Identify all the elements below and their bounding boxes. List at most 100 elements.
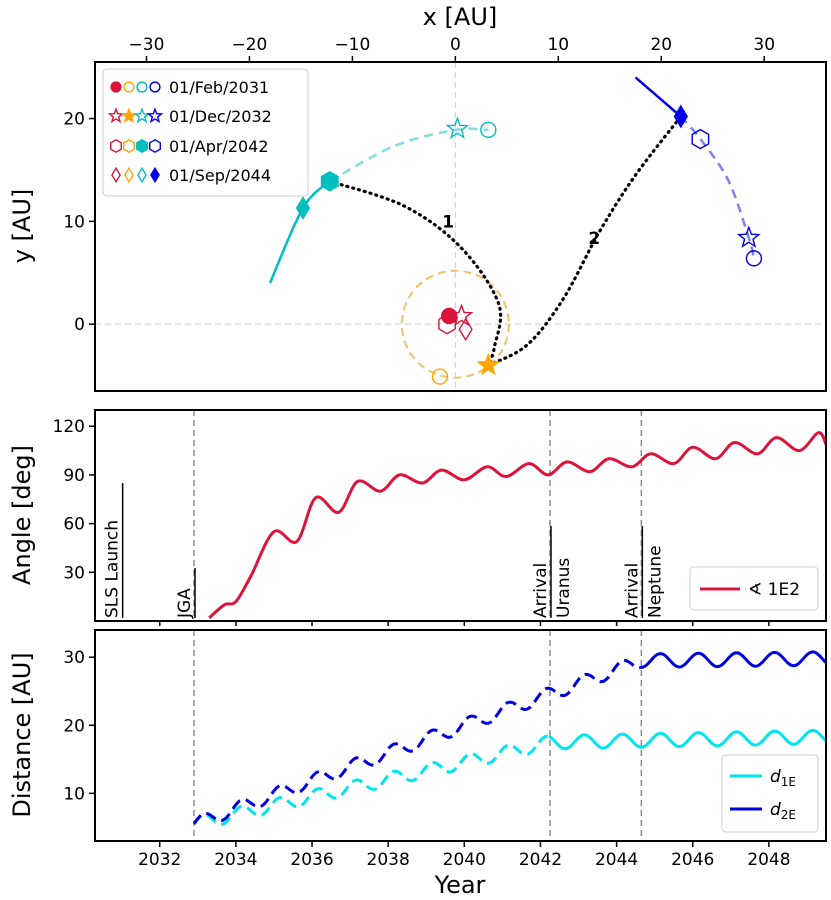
uranus-orbit-solid [268,180,331,284]
jupiter-circle-marker [431,368,449,385]
x-tick-label: −30 [129,35,165,55]
legend-earth-circle [110,81,122,93]
trajectory-panel: 1 2 −30 −20 −10 0 10 20 30 0 10 20 x [AU] y [AU]… [8,3,827,392]
legend-uranus-circle [136,81,148,93]
neptune-star-marker [736,225,761,248]
angle-y-axis-label: Angle [deg] [8,445,36,585]
trajectory-label-2: 2 [588,229,600,249]
distance-legend-label-d2e: d2E [770,800,796,822]
legend-neptune-circle [149,81,161,93]
legend-jupiter-diamond [124,166,134,184]
x-tick-label: 2040 [443,850,486,870]
angle-series [208,431,826,619]
legend-uranus-star [133,107,151,124]
legend-box [102,68,309,197]
y-tick-label: 10 [63,212,85,232]
trajectories [328,114,683,367]
distance-legend-label-d1e: d1E [770,767,796,789]
angle-event-labels: SLS Launch JGA Arrival Uranus Arrival Neptune [103,483,665,619]
legend-label-apr-2042: 01/Apr/2042 [169,137,269,156]
legend-earth-diamond [111,166,121,184]
y-tick-label: 30 [63,563,85,583]
x-tick-label: 2044 [595,850,638,870]
angle-legend-box [689,566,819,611]
uranus-star-marker [445,116,470,139]
d1E-solid [548,728,826,751]
uranus-hexagon-marker [320,170,339,192]
distance-frame [94,629,827,842]
legend-jupiter-star [120,107,138,124]
trajectory-legend: 01/Feb/2031 01/Dec/2032 01/Apr/2042 01/S… [102,68,309,197]
trajectory-x-ticks: −30 −20 −10 0 10 20 30 [129,35,775,62]
body-markers [295,104,763,385]
earth-diamond-marker [458,317,473,342]
trajectory-label-1: 1 [442,213,454,233]
legend-jupiter-circle [123,81,135,93]
y-tick-label: 0 [74,315,85,335]
event-label-line1-2: Arrival [531,563,551,618]
neptune-hexagon-marker [691,128,710,150]
legend-jupiter-hexagon [122,138,136,154]
neptune-circle-marker [745,250,763,267]
uranus-orbit-dashed [329,127,489,183]
y-tick-label: 120 [53,417,85,437]
d2E-solid [639,650,826,670]
x-tick-label: −20 [231,35,267,55]
legend-neptune-diamond [150,166,160,184]
x-tick-label: 2032 [138,850,181,870]
distance-legend: d1E d2E [721,754,819,833]
event-label-line2-2: Uranus [554,558,574,618]
y-tick-label: 60 [63,515,85,535]
legend-earth-star [107,107,125,124]
x-tick-label: 2048 [747,850,790,870]
event-label-1: JGA [175,588,195,619]
legend-label-dec-2032: 01/Dec/2032 [169,107,272,126]
distance-series [192,650,826,826]
legend-earth-hexagon [109,138,123,154]
x-tick-label: 2034 [214,850,257,870]
angle-series-line [208,431,826,619]
distance-y-ticks: 10 20 30 [63,648,95,804]
distance-y-axis-label: Distance [AU] [8,652,36,817]
trajectory-1 [328,179,503,367]
y-tick-label: 20 [63,716,85,736]
legend-uranus-hexagon [135,138,149,154]
x-tick-label: 0 [450,35,461,55]
neptune-orbit-solid [634,76,682,118]
legend-label-feb-2031: 01/Feb/2031 [169,78,269,97]
jupiter-star-marker [476,352,501,376]
angle-legend-label: ∢ 1E2 [748,580,800,600]
x-tick-label: 10 [547,35,569,55]
jupiter-orbit [400,269,510,379]
legend-markers [107,81,164,184]
d1E-dashed [192,734,549,826]
distance-x-ticks: 2032 2034 2036 2038 2040 2042 2044 2046 2048 [138,841,791,870]
legend-uranus-diamond [137,166,147,184]
angle-y-ticks: 30 60 90 120 [53,417,95,583]
d2E-dashed [192,658,641,825]
angle-panel: SLS Launch JGA Arrival Uranus Arrival Neptune… [8,409,827,626]
x-tick-label: 2046 [671,850,714,870]
uranus-circle-marker [480,121,497,139]
legend-label-sep-2044: 01/Sep/2044 [169,166,271,185]
trajectory-frame [94,61,827,392]
neptune-diamond-marker [673,104,688,129]
distance-x-axis-label: Year [434,871,486,899]
trajectory-y-ticks: 0 10 20 [63,110,95,335]
x-tick-label: 2042 [519,850,562,870]
angle-x-ticks [158,621,770,626]
trajectory-2 [486,114,683,367]
y-tick-label: 20 [63,110,85,130]
x-tick-label: 2036 [290,850,333,870]
x-tick-label: 2038 [367,850,410,870]
trajectory-y-axis-label: y [AU] [8,189,36,264]
x-tick-label: 30 [753,35,775,55]
trajectory-x-axis-label: x [AU] [423,3,498,31]
y-tick-label: 90 [63,466,85,486]
x-tick-label: −10 [334,35,370,55]
uranus-diamond-marker [295,196,311,220]
earth-star-marker [449,303,474,326]
event-label-0: SLS Launch [103,520,123,618]
